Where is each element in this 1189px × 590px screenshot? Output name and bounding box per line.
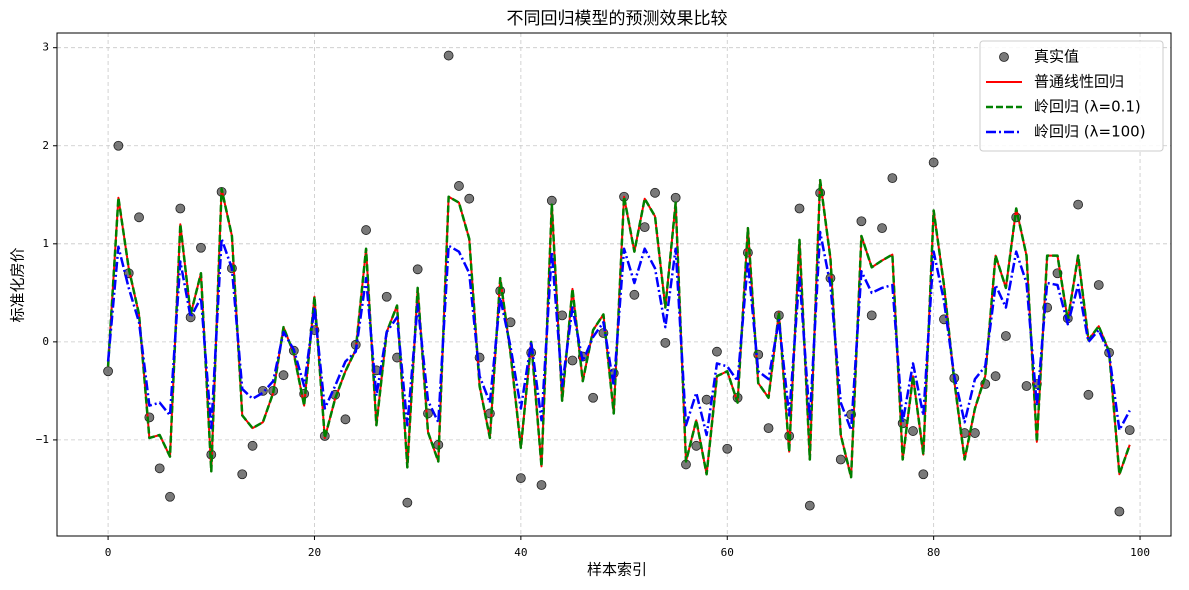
- data-point: [237, 469, 248, 480]
- data-point: [629, 289, 640, 300]
- data-point: [113, 140, 124, 151]
- y-tick-label: 2: [42, 139, 49, 152]
- data-point: [1073, 199, 1084, 210]
- legend-marker: [999, 52, 1009, 62]
- data-point: [639, 222, 650, 233]
- data-point: [175, 203, 186, 214]
- data-point: [278, 370, 289, 381]
- data-point: [412, 264, 423, 275]
- data-point: [340, 414, 351, 425]
- data-point: [361, 225, 371, 235]
- data-point: [918, 469, 929, 480]
- y-tick-label: 3: [42, 41, 49, 54]
- data-point: [866, 310, 877, 321]
- plot-frame: [56, 32, 1172, 537]
- y-axis-label: 标准化房价: [9, 247, 27, 322]
- data-point: [1083, 389, 1094, 400]
- x-tick-label: 20: [308, 546, 321, 559]
- data-point: [1124, 425, 1135, 436]
- data-point: [165, 491, 175, 502]
- legend-label: 普通线性回归: [1034, 73, 1124, 91]
- data-point: [712, 346, 722, 357]
- data-point: [804, 500, 815, 511]
- data-point: [660, 337, 671, 348]
- x-tick-label: 0: [105, 546, 112, 559]
- data-point: [144, 412, 155, 423]
- data-point: [567, 355, 578, 366]
- data-point: [1114, 506, 1125, 517]
- legend-label: 岭回归 (λ=0.1): [1034, 98, 1141, 116]
- legend-label: 真实值: [1034, 48, 1079, 66]
- data-point: [247, 440, 258, 451]
- x-tick-label: 100: [1130, 546, 1150, 559]
- data-point: [877, 223, 887, 234]
- data-point: [443, 50, 454, 61]
- data-point: [670, 192, 681, 203]
- x-tick-label: 60: [721, 546, 734, 559]
- data-point: [588, 392, 599, 403]
- data-point: [134, 212, 144, 223]
- data-point: [536, 480, 547, 490]
- data-point: [402, 497, 413, 508]
- data-point: [464, 193, 475, 204]
- data-point: [154, 463, 165, 474]
- x-tick-label: 40: [514, 546, 527, 559]
- data-point: [103, 366, 113, 377]
- data-point: [701, 394, 712, 405]
- data-point: [990, 371, 1001, 382]
- data-point: [742, 247, 753, 258]
- data-point: [1093, 280, 1104, 290]
- data-point: [887, 173, 898, 184]
- data-point: [196, 242, 206, 253]
- x-tick-label: 80: [927, 546, 940, 559]
- x-axis-label: 样本索引: [587, 561, 647, 579]
- data-point: [650, 187, 660, 198]
- legend-box: [979, 40, 1164, 152]
- data-point: [835, 454, 846, 465]
- data-point: [1021, 381, 1032, 391]
- y-tick-label: 0: [42, 335, 49, 348]
- data-point: [1000, 331, 1011, 341]
- data-point: [928, 157, 939, 168]
- legend-label: 岭回归 (λ=100): [1034, 123, 1146, 141]
- line-series: [106, 230, 1131, 437]
- data-point: [722, 443, 733, 454]
- data-point: [454, 181, 464, 191]
- y-tick-label: 1: [42, 237, 49, 250]
- data-point: [763, 423, 774, 434]
- y-tick-label: −1: [36, 433, 49, 446]
- chart-title: 不同回归模型的预测效果比较: [507, 9, 728, 29]
- data-point: [908, 426, 918, 436]
- data-point: [381, 291, 392, 302]
- data-point: [794, 203, 805, 214]
- data-point: [515, 473, 526, 484]
- data-point: [856, 216, 867, 227]
